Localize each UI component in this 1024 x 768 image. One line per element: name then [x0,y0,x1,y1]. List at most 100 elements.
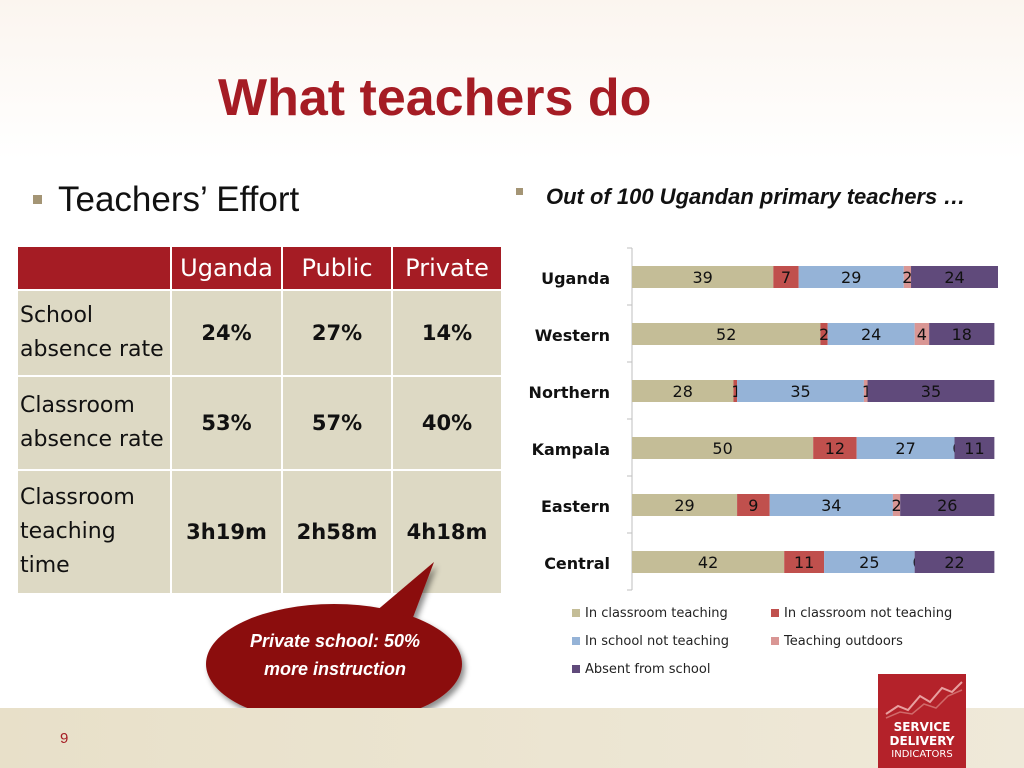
data-label: 4 [917,325,927,344]
table-header-row: Uganda Public Private [16,245,503,291]
table-header-cell: Uganda [170,245,283,291]
table-row: Classroom absence rate 53% 57% 40% [16,375,503,471]
bar-segment [827,323,915,345]
bar-segment [900,494,995,516]
bar-segment [769,494,893,516]
bar-segment [813,437,857,459]
bar-segment [856,437,955,459]
table-cell: 24% [170,289,283,377]
data-label: 39 [692,268,712,287]
data-label: 24 [861,325,881,344]
data-label: 52 [716,325,736,344]
bar-segment [784,551,825,573]
bar-segment [903,266,912,288]
legend-item: In classroom not teaching [771,606,952,621]
table-cell: 2h58m [281,469,393,595]
category-label: Eastern [541,497,610,516]
data-label: 28 [673,382,693,401]
data-label: 42 [698,553,718,572]
chart-line-icon [885,681,963,719]
bar-segment [911,266,998,288]
table-header-cell: Public [281,245,393,291]
data-label: 35 [921,382,941,401]
bar-segment [954,437,995,459]
row-label: School absence rate [16,289,172,377]
table-row: School absence rate 24% 27% 14% [16,289,503,377]
bar-segment [867,380,995,402]
data-label: 26 [937,496,957,515]
data-label: 24 [944,268,964,287]
data-label: 11 [964,439,984,458]
bar-segment [863,380,868,402]
page-number: 9 [60,730,69,747]
right-bullet-text: Out of 100 Ugandan primary teachers … [546,184,966,209]
left-bullet-text: Teachers’ Effort [58,180,300,219]
bar-segment [914,323,930,345]
footer-band [0,708,1024,768]
legend-swatch [572,609,580,617]
bar-segment [737,494,770,516]
logo-line: INDICATORS [891,749,953,760]
data-label: 2 [902,268,912,287]
effort-table: Uganda Public Private School absence rat… [16,245,503,595]
data-label: 18 [952,325,972,344]
legend-label: In classroom teaching [585,606,728,621]
category-label: Western [535,326,610,345]
legend-item: Teaching outdoors [771,634,903,649]
row-label: Classroom teaching time [16,469,172,595]
table-cell: 3h19m [170,469,283,595]
service-delivery-logo: SERVICE DELIVERY INDICATORS [878,674,966,768]
data-label: 9 [748,496,758,515]
data-label: 1 [731,382,741,401]
bar-segment [632,380,734,402]
legend-swatch [771,609,779,617]
table-cell: 40% [391,375,503,471]
bar-segment [773,266,799,288]
data-label: 2 [891,496,901,515]
table-cell: 53% [170,375,283,471]
bullet-marker [516,188,523,195]
table-row: Classroom teaching time 3h19m 2h58m 4h18… [16,469,503,595]
legend-item: Absent from school [572,662,710,677]
legend-label: In classroom not teaching [784,606,953,621]
table-cell: 27% [281,289,393,377]
bar-segment [929,323,995,345]
legend-item: In classroom teaching [572,606,728,621]
callout-text: Private school: 50% more instruction [249,631,421,679]
legend-label: Absent from school [585,662,711,677]
bar-segment [737,380,864,402]
bar-segment [798,266,904,288]
legend-swatch [572,665,580,673]
data-label: 34 [821,496,841,515]
bar-segment [914,551,995,573]
bar-segment [632,323,821,345]
data-label: 29 [841,268,861,287]
category-label: Uganda [541,269,610,288]
logo-text: SERVICE DELIVERY INDICATORS [878,720,966,762]
table-cell: 14% [391,289,503,377]
bar-segment [632,437,814,459]
legend-swatch [771,637,779,645]
table-header-cell: Private [391,245,503,291]
legend-label: Teaching outdoors [784,634,903,649]
legend-label: In school not teaching [585,634,729,649]
data-label: 7 [781,268,791,287]
data-label: 1 [862,382,872,401]
legend-swatch [572,637,580,645]
bar-segment [733,380,738,402]
bar-segment [820,323,828,345]
category-label: Central [544,554,610,573]
logo-line: SERVICE [893,720,951,734]
table-header-cell [16,245,172,291]
data-label: 25 [859,553,879,572]
data-label: 29 [674,496,694,515]
category-label: Kampala [532,440,610,459]
bullet-marker [33,195,42,204]
data-label: 27 [895,439,915,458]
stacked-bar-chart: Uganda 39 7 29 2 24 Western 52 2 24 4 18 Northern 28 1… [529,247,998,591]
category-label: Northern [529,383,610,402]
data-label: 12 [825,439,845,458]
data-label: 22 [944,553,964,572]
bar-segment [632,266,774,288]
data-label: 50 [712,439,732,458]
